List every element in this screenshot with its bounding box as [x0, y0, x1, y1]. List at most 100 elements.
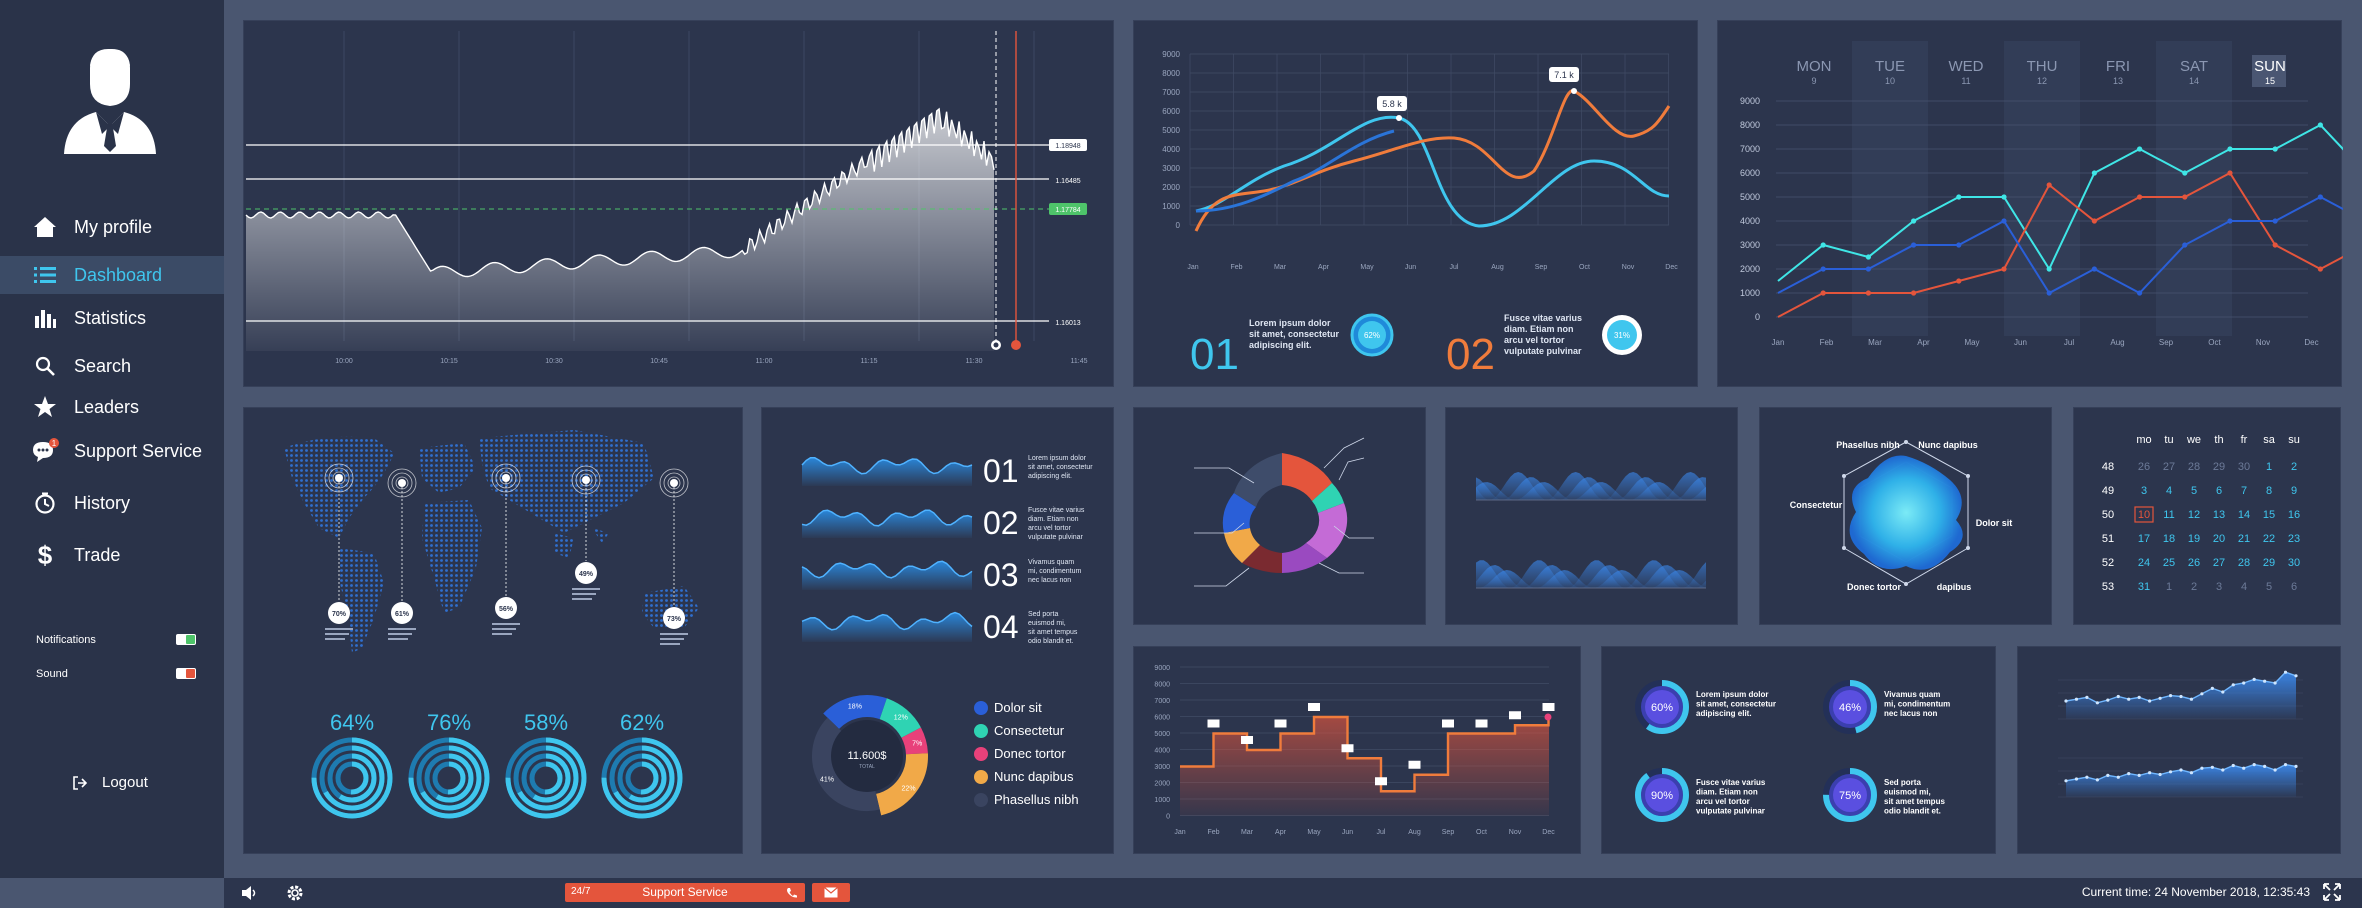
calendar-day[interactable]: 27: [2213, 557, 2225, 569]
calendar-day[interactable]: 17: [2138, 533, 2150, 545]
calendar-day[interactable]: 6: [2291, 581, 2297, 593]
stock-chart-panel: 1.18948 1.16485 1.17784 1.16013 10:00 10:…: [243, 20, 1114, 387]
calendar-day[interactable]: 12: [2188, 509, 2200, 521]
nav-label: Support Service: [74, 440, 203, 461]
segmented-ring[interactable]: [1134, 408, 1427, 626]
calendar-day[interactable]: 15: [2263, 509, 2275, 521]
data-point: [2168, 770, 2173, 774]
calendar-day[interactable]: 25: [2163, 557, 2175, 569]
x-tick: Aug: [1408, 829, 1421, 836]
wave-text: sit amet tempus: [1028, 629, 1078, 636]
calendar-day[interactable]: 6: [2216, 485, 2222, 497]
calendar-day[interactable]: 29: [2213, 461, 2225, 473]
placeholder-text: [388, 638, 408, 640]
nav-label: Search: [74, 355, 132, 376]
calendar-day[interactable]: 20: [2213, 533, 2225, 545]
nav-statistics[interactable]: Statistics: [0, 299, 224, 337]
calendar-day[interactable]: 4: [2241, 581, 2247, 593]
mini-wave-area: [1476, 472, 1706, 500]
calendar-day[interactable]: 21: [2238, 533, 2250, 545]
nav-leaders[interactable]: Leaders: [0, 388, 224, 426]
calendar-day[interactable]: 1: [2266, 461, 2272, 473]
calendar-day[interactable]: 30: [2238, 461, 2250, 473]
calendar-day[interactable]: 31: [2138, 581, 2150, 593]
x-tick: Nov: [1622, 264, 1635, 271]
mini-area-charts[interactable]: [2018, 647, 2342, 855]
calendar-day[interactable]: 16: [2288, 509, 2300, 521]
calendar-day[interactable]: 8: [2266, 485, 2272, 497]
marker-badge: [663, 607, 685, 629]
donut-chart[interactable]: 18% 12% 7% 22% 41% 11.600$ TOTAL: [812, 695, 928, 816]
nav-history[interactable]: History: [0, 484, 224, 522]
logout-button[interactable]: Logout: [72, 774, 148, 791]
nav-search[interactable]: Search: [0, 347, 224, 385]
weekly-points: [1820, 122, 2323, 296]
calendar-day[interactable]: 28: [2188, 461, 2200, 473]
nav-trade[interactable]: $ Trade: [0, 536, 224, 574]
calendar-day[interactable]: 7: [2241, 485, 2247, 497]
y-tick: 5000: [1162, 126, 1180, 135]
stat-pct: 31%: [1614, 331, 1630, 340]
fullscreen-icon[interactable]: [2322, 882, 2342, 902]
settings-icon[interactable]: [286, 884, 304, 902]
data-point: [2200, 766, 2204, 770]
ring-center: [1833, 778, 1867, 812]
calendar-day[interactable]: 26: [2138, 461, 2150, 473]
user-avatar-icon[interactable]: [60, 46, 160, 156]
x-tick: May: [1360, 264, 1374, 271]
calendar-day[interactable]: 22: [2263, 533, 2275, 545]
notifications-label: Notifications: [36, 634, 96, 646]
calendar-day[interactable]: 9: [2291, 485, 2297, 497]
calendar-day[interactable]: 23: [2288, 533, 2300, 545]
world-map[interactable]: 70% 61% 56% 49% 73% 64% 76% 58% 62%: [244, 408, 744, 855]
mail-button[interactable]: [812, 883, 850, 902]
x-tick: Apr: [1917, 338, 1930, 347]
ring-text: Lorem ipsum dolor: [1696, 690, 1768, 699]
calendar-day[interactable]: 3: [2141, 485, 2147, 497]
calendar-week-number: 51: [2102, 533, 2114, 545]
nav-support-service[interactable]: 1 Support Service: [0, 432, 224, 470]
trend-chart[interactable]: 9000 8000 7000 6000 5000 4000 3000 2000 1000 0 Ja…: [1134, 21, 1699, 388]
calendar-day[interactable]: 24: [2138, 557, 2150, 569]
data-point: [1820, 242, 1826, 248]
wave-line: [801, 456, 973, 475]
calendar-day[interactable]: 11: [2163, 509, 2174, 521]
volume-icon[interactable]: [240, 884, 258, 902]
calendar-day[interactable]: 5: [2191, 485, 2197, 497]
y-tick: 3000: [1740, 240, 1760, 250]
radar-chart[interactable]: Phasellus nibh Nunc dapibus Consectetur …: [1760, 408, 2053, 626]
support-service-button[interactable]: 24/7 Support Service: [565, 883, 805, 902]
calendar-day[interactable]: 5: [2266, 581, 2272, 593]
data-point: [2210, 686, 2214, 690]
legend-swatch: [974, 747, 988, 761]
marker-icon[interactable]: [1011, 340, 1021, 350]
sound-toggle[interactable]: [176, 668, 196, 679]
calendar-day[interactable]: 19: [2188, 533, 2200, 545]
nav-dashboard[interactable]: Dashboard: [0, 256, 224, 294]
x-tick: Aug: [1491, 264, 1504, 271]
calendar-day[interactable]: 27: [2163, 461, 2175, 473]
calendar-day[interactable]: 4: [2166, 485, 2172, 497]
calendar-day[interactable]: 10: [2138, 509, 2150, 521]
calendar-day[interactable]: 14: [2238, 509, 2250, 521]
nav-my-profile[interactable]: My profile: [0, 208, 224, 246]
calendar-day[interactable]: 30: [2288, 557, 2300, 569]
notifications-toggle[interactable]: [176, 634, 196, 645]
calendar-day[interactable]: 1: [2166, 581, 2172, 593]
calendar-day[interactable]: 29: [2263, 557, 2275, 569]
calendar-day[interactable]: 18: [2163, 533, 2175, 545]
data-point: [2085, 695, 2089, 699]
y-tick: 8000: [1154, 682, 1170, 689]
calendar-day[interactable]: 26: [2188, 557, 2200, 569]
calendar-day[interactable]: 13: [2213, 509, 2225, 521]
step-chart[interactable]: 9000 8000 7000 6000 5000 4000 3000 2000 1000 0 Ja…: [1134, 647, 1582, 855]
calendar-day[interactable]: 2: [2291, 461, 2297, 473]
calendar-day[interactable]: 28: [2238, 557, 2250, 569]
mini-wave-charts[interactable]: [1446, 408, 1739, 626]
calendar-day[interactable]: 2: [2191, 581, 2197, 593]
calendar-day[interactable]: 3: [2216, 581, 2222, 593]
data-point: [1956, 278, 1962, 284]
stock-chart[interactable]: 1.18948 1.16485 1.17784 1.16013 10:00 10:…: [244, 21, 1115, 388]
